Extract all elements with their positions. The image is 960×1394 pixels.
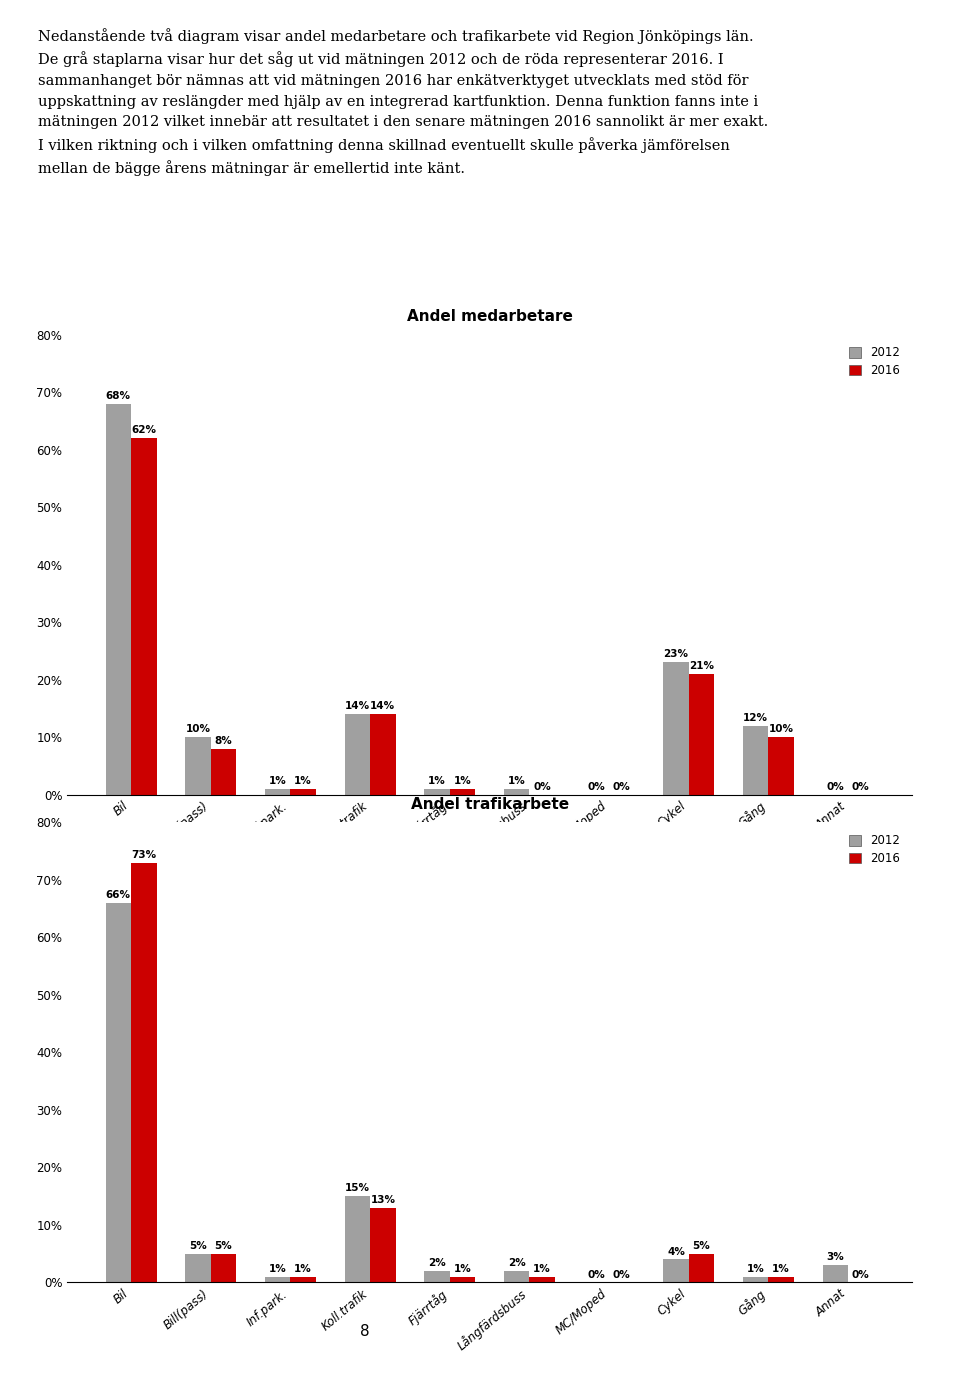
Bar (768, 737, 794, 795)
Bar (504, 789, 529, 795)
Bar (688, 1253, 714, 1282)
Text: 8: 8 (360, 1324, 370, 1338)
Bar (265, 1277, 291, 1282)
Text: 1%: 1% (295, 776, 312, 786)
Bar (106, 903, 132, 1282)
Bar (424, 1271, 450, 1282)
Bar (211, 749, 236, 795)
Bar (823, 1266, 848, 1282)
Text: 1%: 1% (295, 1264, 312, 1274)
Text: 10%: 10% (769, 725, 794, 735)
Bar (291, 1277, 316, 1282)
Text: 4%: 4% (667, 1246, 685, 1256)
Legend: 2012, 2016: 2012, 2016 (843, 828, 906, 871)
Text: 73%: 73% (132, 850, 156, 860)
Bar (450, 789, 475, 795)
Text: 1%: 1% (534, 1264, 551, 1274)
Text: 21%: 21% (689, 661, 714, 671)
Bar (265, 789, 291, 795)
Text: 2%: 2% (428, 1259, 445, 1269)
Bar (291, 789, 316, 795)
Text: 10%: 10% (185, 725, 210, 735)
Bar (663, 662, 688, 795)
Bar (106, 404, 132, 795)
Bar (450, 1277, 475, 1282)
Text: 1%: 1% (747, 1264, 764, 1274)
Text: 13%: 13% (371, 1195, 396, 1204)
Text: 5%: 5% (189, 1241, 207, 1250)
Text: 0%: 0% (588, 1270, 605, 1280)
Text: 1%: 1% (269, 1264, 286, 1274)
Text: 0%: 0% (534, 782, 551, 792)
Text: 14%: 14% (345, 701, 370, 711)
Bar (424, 789, 450, 795)
Text: 1%: 1% (508, 776, 525, 786)
Legend: 2012, 2016: 2012, 2016 (843, 340, 906, 383)
Bar (743, 725, 768, 795)
Bar (504, 1271, 529, 1282)
Text: 68%: 68% (106, 390, 131, 400)
Text: 23%: 23% (663, 650, 688, 659)
Text: 0%: 0% (613, 1270, 631, 1280)
Text: 2%: 2% (508, 1259, 525, 1269)
Text: 14%: 14% (371, 701, 396, 711)
Text: 0%: 0% (852, 782, 870, 792)
Bar (345, 1196, 371, 1282)
Text: 3%: 3% (827, 1252, 844, 1263)
Text: 5%: 5% (693, 1241, 710, 1250)
Text: 1%: 1% (454, 1264, 471, 1274)
Bar (371, 714, 396, 795)
Bar (185, 737, 211, 795)
Text: Nedanstående två diagram visar andel medarbetare och trafikarbete vid Region Jön: Nedanstående två diagram visar andel med… (38, 28, 769, 177)
Bar (688, 673, 714, 795)
Text: 8%: 8% (215, 736, 232, 746)
Text: 0%: 0% (588, 782, 605, 792)
Text: 0%: 0% (827, 782, 844, 792)
Text: 5%: 5% (215, 1241, 232, 1250)
Title: Andel trafikarbete: Andel trafikarbete (411, 796, 568, 811)
Bar (132, 438, 156, 795)
Bar (529, 1277, 555, 1282)
Text: 1%: 1% (772, 1264, 790, 1274)
Text: 0%: 0% (852, 1270, 870, 1280)
Bar (345, 714, 371, 795)
Bar (371, 1207, 396, 1282)
Text: 1%: 1% (454, 776, 471, 786)
Title: Andel medarbetare: Andel medarbetare (407, 308, 572, 323)
Text: 12%: 12% (743, 712, 768, 722)
Text: 66%: 66% (106, 891, 131, 901)
Bar (743, 1277, 768, 1282)
Bar (185, 1253, 211, 1282)
Bar (663, 1260, 688, 1282)
Bar (768, 1277, 794, 1282)
Bar (211, 1253, 236, 1282)
Text: 1%: 1% (269, 776, 286, 786)
Text: 0%: 0% (613, 782, 631, 792)
Text: 1%: 1% (428, 776, 445, 786)
Bar (132, 863, 156, 1282)
Text: 62%: 62% (132, 425, 156, 435)
Text: 15%: 15% (345, 1184, 370, 1193)
